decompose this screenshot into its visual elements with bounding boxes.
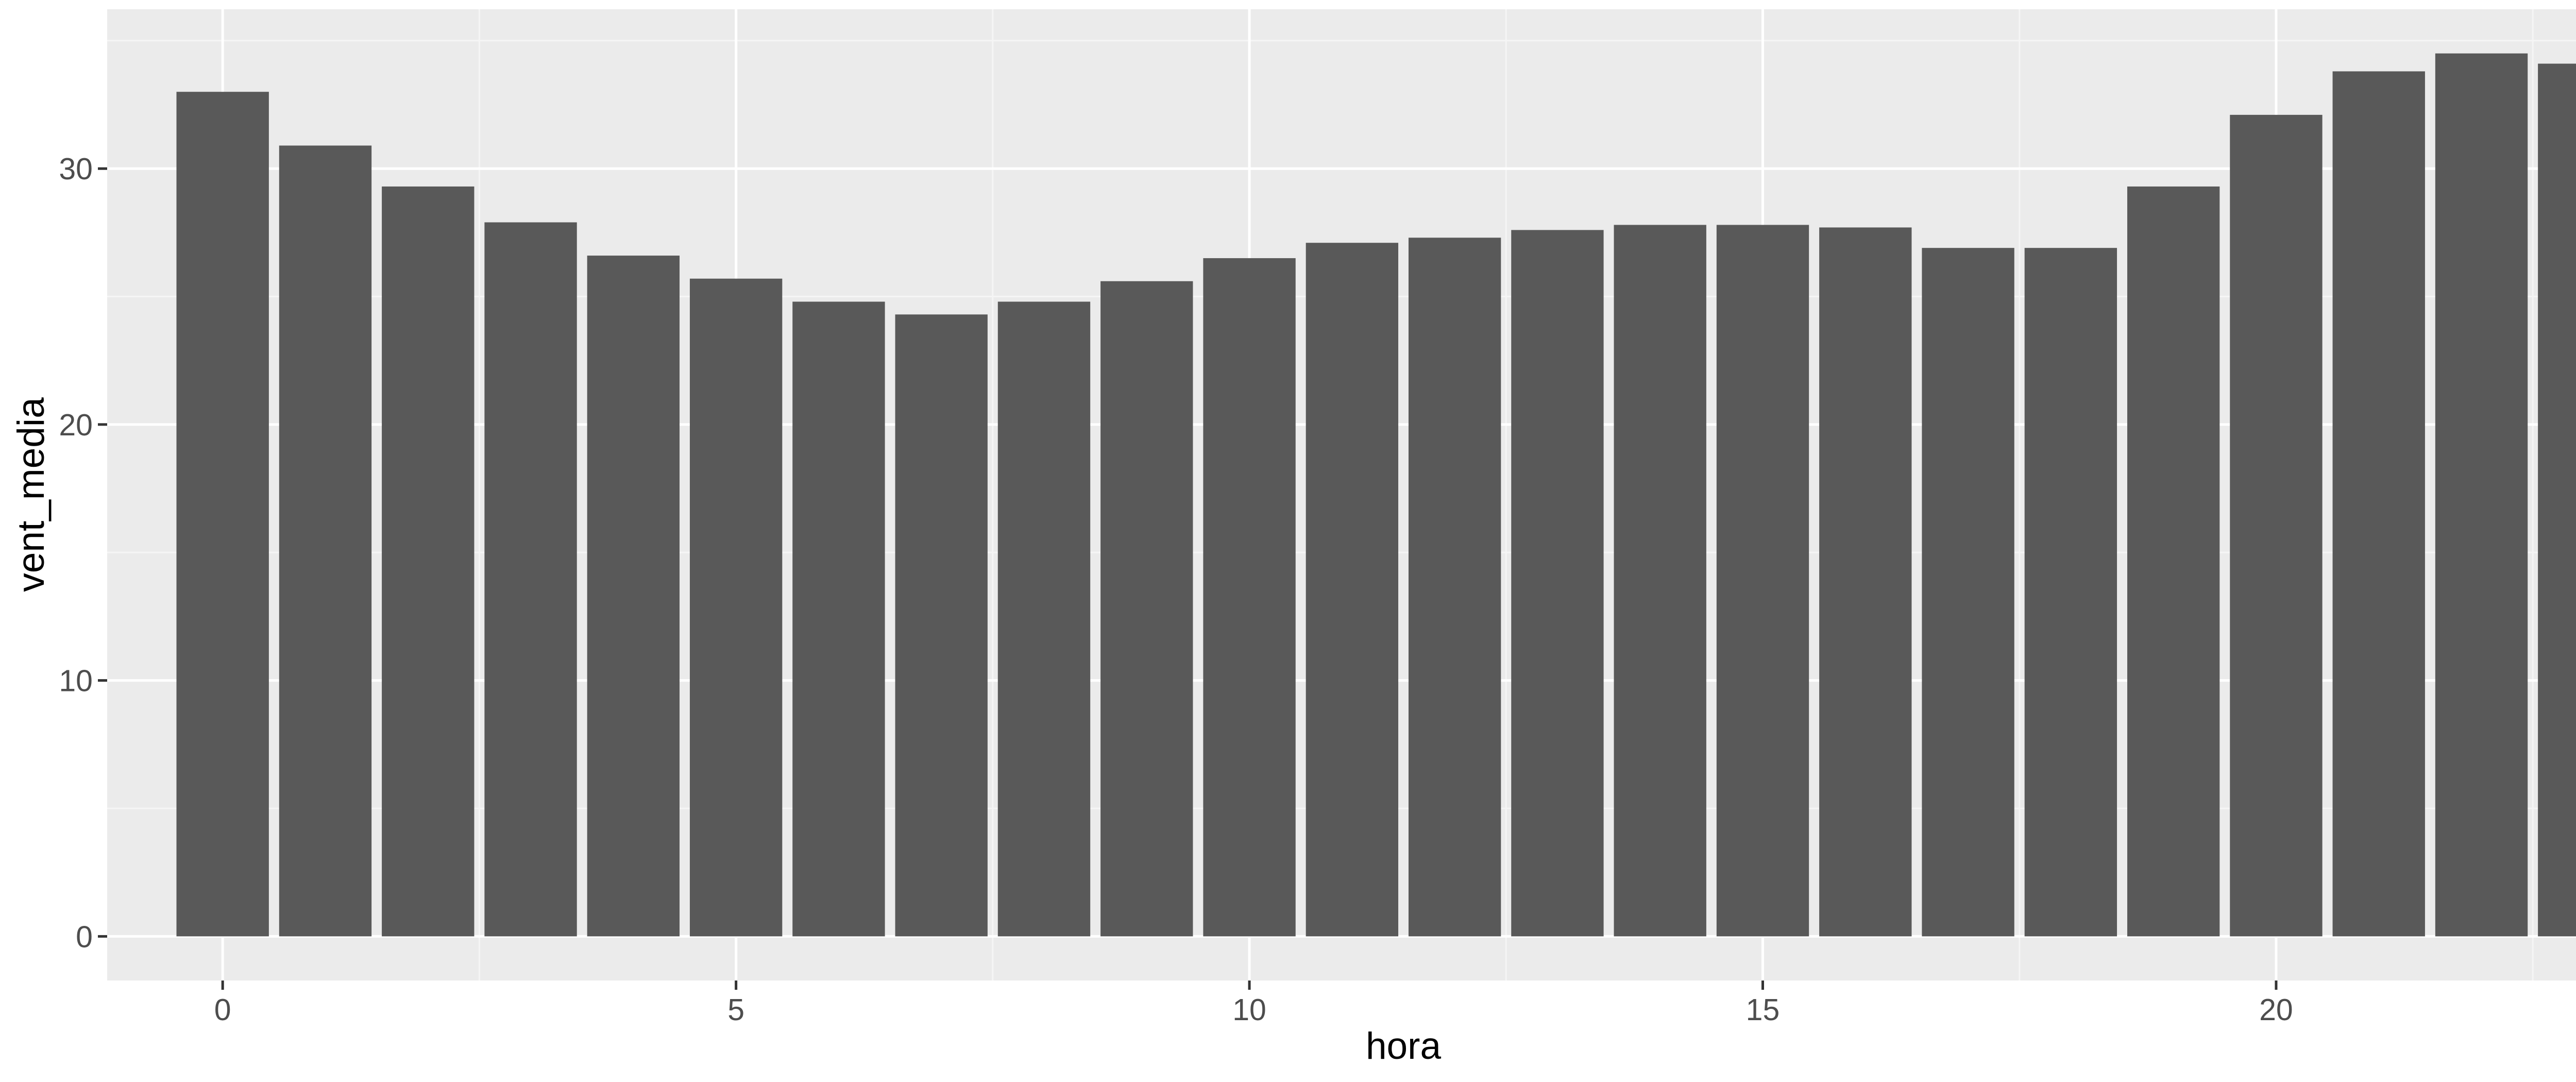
bars [176,53,2576,937]
y-tick-label: 0 [76,920,93,954]
bar [2538,63,2576,937]
axes: 0 5 10 15 20 0 10 20 30 [59,152,2293,1027]
bar [484,222,577,937]
bar [1306,243,1399,937]
bar [279,145,372,937]
bar [997,301,1091,937]
bar [792,301,885,937]
bar [1511,230,1604,937]
bar [2435,53,2528,937]
bar [2332,71,2425,937]
bar [587,256,680,937]
bar [1819,227,1912,937]
bar [2230,114,2323,937]
bar [1716,225,1809,937]
bar [1408,238,1501,937]
bar [176,92,269,937]
bar [895,314,988,937]
x-axis-title: hora [1366,1025,1442,1067]
bar [2127,186,2220,937]
y-tick-label: 20 [59,408,93,442]
bar [1614,225,1706,937]
bar [1100,281,1193,937]
x-tick-label: 15 [1746,993,1780,1027]
y-tick-label: 30 [59,152,93,186]
bar [689,278,783,937]
x-tick-label: 5 [727,993,744,1027]
bar [1922,248,2014,937]
x-tick-label: 10 [1232,993,1266,1027]
bar [2024,248,2117,937]
bar [382,186,474,937]
bar [1203,258,1296,937]
y-tick-label: 10 [59,664,93,698]
y-axis-title: vent_media [10,397,52,592]
x-tick-label: 0 [214,993,231,1027]
x-tick-label: 20 [2259,993,2293,1027]
